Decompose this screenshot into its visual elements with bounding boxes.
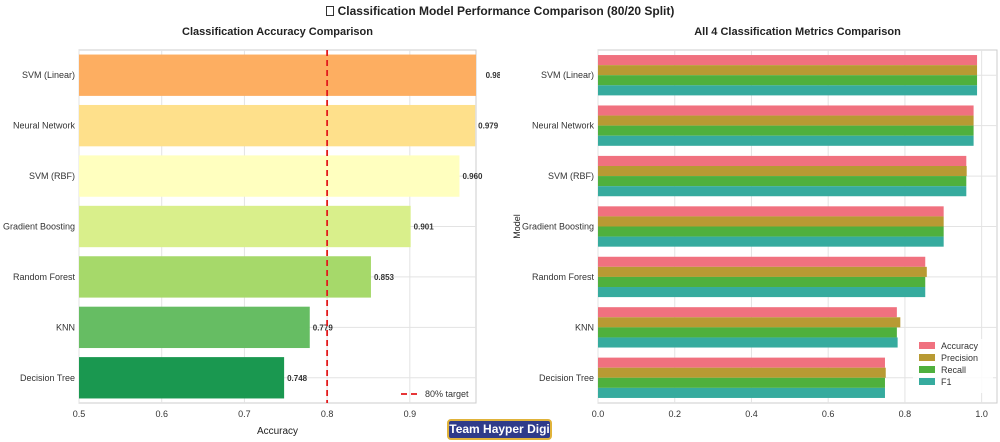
value-label: 0.960	[462, 172, 483, 181]
bar-random-forest-precision	[598, 266, 927, 277]
value-label: 0.901	[414, 223, 435, 232]
bar-svm-linear-f1	[598, 85, 978, 96]
team-badge: Team Hayper Digi	[447, 419, 552, 440]
y-tick-label: Decision Tree	[539, 373, 594, 383]
legend-label: Accuracy	[941, 341, 979, 351]
legend-swatch-f1	[919, 378, 935, 385]
y-axis-label: Model	[512, 214, 522, 239]
bar-random-forest-accuracy	[598, 256, 926, 267]
bar-gradient-boosting-recall	[598, 226, 944, 237]
metrics-chart: All 4 Classification Metrics Comparison 0…	[512, 26, 998, 419]
legend: 80% target	[401, 389, 469, 399]
chart-title: Classification Accuracy Comparison	[182, 26, 373, 38]
x-tick-label: 0.0	[592, 409, 605, 419]
y-tick-label: Gradient Boosting	[522, 222, 594, 232]
value-label: 0.853	[374, 273, 395, 282]
x-tick-label: 0.8	[321, 409, 334, 419]
x-tick-label: 0.7	[238, 409, 251, 419]
bar-neural-network	[79, 104, 476, 147]
legend-swatch-precision	[919, 354, 935, 361]
bar-svm-linear-accuracy	[598, 55, 978, 66]
y-tick-label: Gradient Boosting	[3, 222, 75, 232]
bar-knn-recall	[598, 327, 897, 338]
y-tick-label: SVM (Linear)	[22, 70, 75, 80]
bar-svm-linear	[79, 54, 476, 96]
x-axis-label: Accuracy	[257, 426, 298, 437]
legend-swatch-accuracy	[919, 342, 935, 349]
y-tick-label: KNN	[575, 322, 594, 332]
legend-label: Recall	[941, 365, 966, 375]
x-tick-label: 0.6	[155, 409, 168, 419]
bar-svm-rbf-f1	[598, 186, 967, 197]
bar-svm-rbf-accuracy	[598, 155, 967, 166]
y-tick-label: Decision Tree	[20, 373, 75, 383]
bar-neural-network-recall	[598, 125, 974, 136]
value-label: 0.748	[287, 374, 308, 383]
bar-decision-tree-accuracy	[598, 357, 885, 368]
bar-svm-linear-precision	[598, 65, 978, 76]
value-label: 0.779	[313, 323, 334, 332]
y-tick-label: Neural Network	[13, 121, 76, 131]
bar-svm-rbf-precision	[598, 165, 967, 177]
bar-neural-network-f1	[598, 135, 974, 146]
bar-random-forest-f1	[598, 287, 926, 298]
figure-title: Classification Model Performance Compari…	[0, 4, 1000, 18]
bar-knn-accuracy	[598, 307, 897, 318]
legend: Accuracy Precision Recall F1	[913, 339, 993, 393]
y-tick-label: Random Forest	[532, 272, 595, 282]
chart-icon	[325, 6, 334, 16]
legend-label: F1	[941, 377, 952, 387]
bar-decision-tree-f1	[598, 387, 885, 398]
bar-svm-rbf-recall	[598, 176, 967, 187]
bar-gradient-boosting-accuracy	[598, 206, 944, 217]
bar-random-forest	[79, 256, 371, 298]
bar-knn-f1	[598, 337, 898, 348]
bar-neural-network-accuracy	[598, 105, 974, 116]
value-label: 0.979	[478, 122, 499, 131]
value-label: 0.988	[486, 71, 500, 80]
legend-label: Precision	[941, 353, 978, 363]
y-tick-label: SVM (RBF)	[29, 171, 75, 181]
x-tick-label: 0.5	[73, 409, 86, 419]
chart-title: All 4 Classification Metrics Comparison	[694, 26, 901, 38]
legend-swatch-recall	[919, 366, 935, 373]
bar-svm-rbf	[79, 155, 460, 197]
y-tick-label: KNN	[56, 322, 75, 332]
x-tick-label: 0.2	[668, 409, 681, 419]
bar-gradient-boosting	[79, 205, 411, 248]
accuracy-chart: Classification Accuracy Comparison 0.5 0.6…	[3, 26, 500, 437]
y-tick-label: Neural Network	[532, 121, 595, 131]
y-tick-label: Random Forest	[13, 272, 76, 282]
bar-neural-network-precision	[598, 115, 974, 126]
bar-knn	[79, 306, 310, 349]
x-tick-label: 0.8	[899, 409, 912, 419]
bar-random-forest-recall	[598, 276, 926, 288]
bar-decision-tree	[79, 357, 285, 399]
legend-label: 80% target	[425, 389, 469, 399]
x-tick-label: 1.0	[975, 409, 988, 419]
y-tick-label: SVM (RBF)	[548, 171, 594, 181]
bar-knn-precision	[598, 317, 901, 328]
y-tick-label: SVM (Linear)	[541, 70, 594, 80]
x-tick-label: 0.9	[404, 409, 417, 419]
x-tick-label: 0.4	[745, 409, 758, 419]
figure-title-text: Classification Model Performance Compari…	[337, 4, 675, 18]
bar-gradient-boosting-f1	[598, 236, 944, 247]
bar-svm-linear-recall	[598, 75, 978, 86]
x-tick-label: 0.6	[822, 409, 835, 419]
bar-decision-tree-recall	[598, 377, 885, 388]
bar-gradient-boosting-precision	[598, 216, 944, 227]
bar-decision-tree-precision	[598, 367, 886, 378]
